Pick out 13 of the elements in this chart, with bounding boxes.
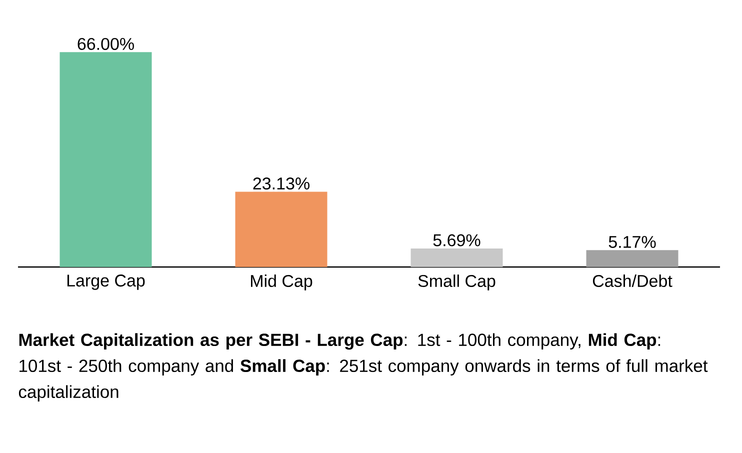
x-tick-label: Mid Cap <box>250 274 312 290</box>
text: Market Capitalization as per SEBI - Large Cap: 1st - 100th company, Mid Cap: 101st - 250th company and Small Cap: 251st company onwards in terms of full market capitalization <box>18 333 708 402</box>
data-label: 23.13% <box>253 177 310 190</box>
x-tick-label: Large Cap <box>67 274 145 290</box>
bar <box>410 248 503 267</box>
x-tick-label: Cash/Debt <box>592 274 672 288</box>
bar <box>586 250 678 267</box>
x-tick-label: Small Cap <box>418 274 496 290</box>
data-label: 5.17% <box>608 236 656 248</box>
data-label: 66.00% <box>78 38 134 50</box>
data-label: 5.69% <box>433 234 480 246</box>
bar <box>235 192 328 267</box>
bar <box>60 52 152 267</box>
